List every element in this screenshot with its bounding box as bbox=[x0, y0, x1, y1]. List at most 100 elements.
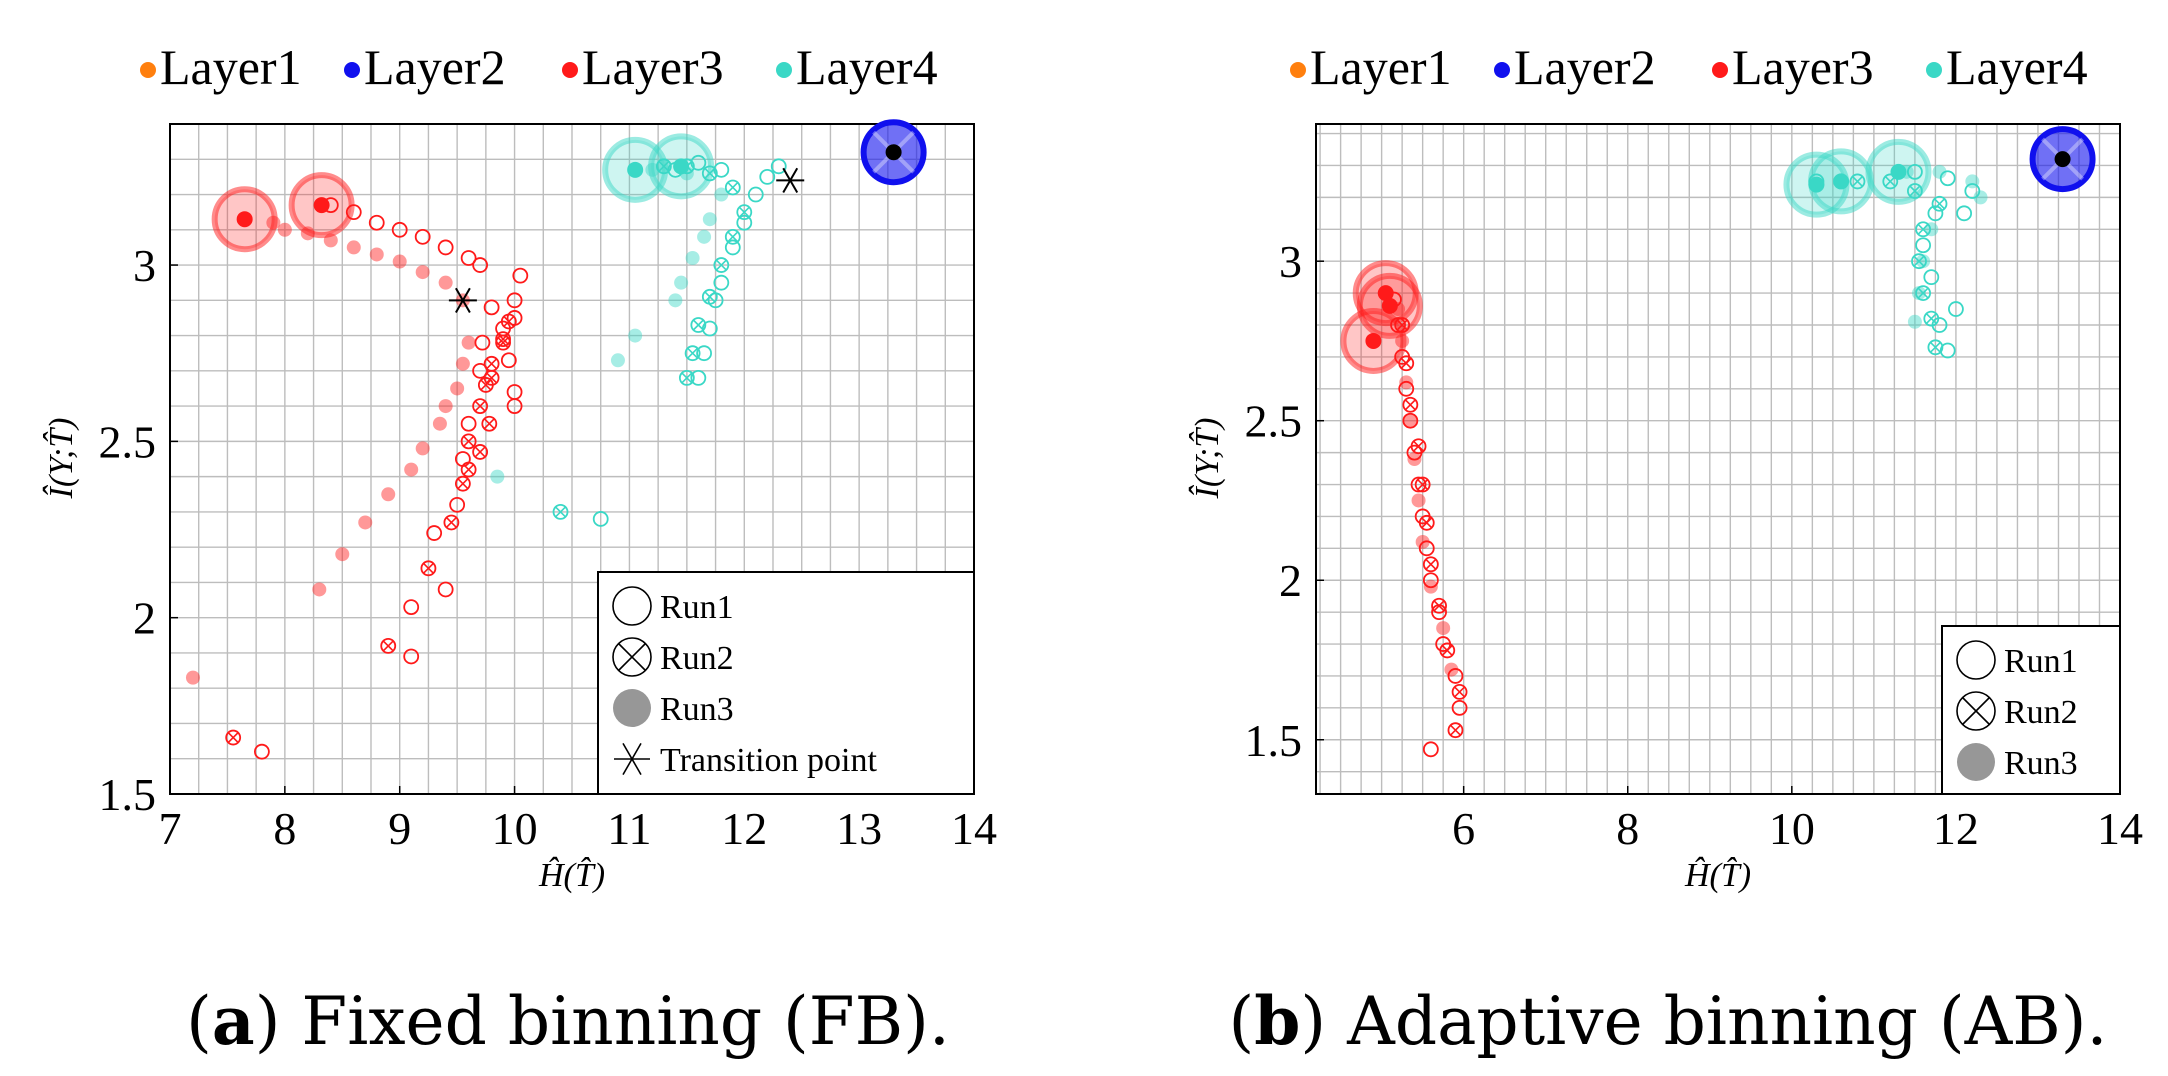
x-tick-label: 8 bbox=[1616, 803, 1639, 854]
run2-cross bbox=[480, 379, 492, 391]
y-tick-label: 2.5 bbox=[99, 416, 157, 467]
legend-dot-layer2 bbox=[344, 62, 360, 78]
point-layer4-run3 bbox=[1973, 190, 1988, 205]
run2-ring bbox=[690, 317, 707, 333]
point-layer3-run1 bbox=[1447, 668, 1464, 684]
legend-dot-layer4 bbox=[776, 62, 792, 78]
panel-b: Layer1 Layer2 Layer3 Layer4 6 8 10 12 14 1.5 2 2.5… bbox=[1188, 39, 2143, 1060]
point-layer4-run3 bbox=[1907, 314, 1922, 329]
point-layer3-run2 bbox=[1422, 556, 1439, 573]
point-layer3-run2 bbox=[495, 331, 511, 348]
point-layer4-run2 bbox=[1927, 339, 1944, 356]
point-layer3-run1 bbox=[368, 214, 385, 231]
layer2-center bbox=[885, 144, 902, 161]
plot-frame-a bbox=[169, 123, 975, 795]
point-layer4-run3 bbox=[685, 251, 700, 265]
run2-ring bbox=[1402, 396, 1419, 413]
run2-ring bbox=[678, 369, 695, 386]
run2-cross bbox=[727, 231, 739, 243]
point-layer4-run1 bbox=[1927, 205, 1944, 222]
run2-cross bbox=[687, 347, 699, 359]
run2-cross bbox=[1400, 357, 1412, 369]
point-layer3-run1 bbox=[426, 525, 443, 541]
point-layer3-run2 bbox=[495, 334, 511, 351]
y-tick-label: 3 bbox=[133, 240, 156, 291]
legend-dot-layer4 bbox=[1926, 62, 1942, 78]
point-layer4-run3 bbox=[628, 328, 643, 343]
run2-ring bbox=[736, 204, 753, 221]
transition-point bbox=[776, 167, 805, 194]
x-tick-label: 9 bbox=[388, 803, 411, 854]
run2-cross bbox=[486, 372, 498, 384]
marker-legend-run2-cross bbox=[1962, 697, 1990, 725]
y-axis-label-a: Î(Y;T̂) bbox=[42, 418, 80, 500]
run2-ring bbox=[500, 313, 517, 330]
caption-b-text: Adaptive binning (AB). bbox=[1326, 983, 2107, 1060]
marker-legend-label: Run1 bbox=[660, 589, 734, 626]
y-tick-label: 2 bbox=[133, 593, 156, 644]
point-layer3-run2 bbox=[454, 475, 471, 492]
legend-label-layer1: Layer1 bbox=[160, 39, 302, 95]
point-layer4-run2 bbox=[684, 345, 701, 362]
marker-legend-label: Run1 bbox=[2004, 643, 2078, 680]
run2-cross bbox=[554, 506, 567, 518]
point-layer4-run2 bbox=[701, 288, 718, 305]
run2-ring bbox=[380, 637, 397, 654]
panel-a: Layer1 Layer2 Layer3 Layer4 7 8 9 10 11 12 13 14 1.… bbox=[42, 39, 997, 1060]
run2-ring bbox=[684, 345, 701, 362]
legend-dot-layer3 bbox=[562, 62, 578, 78]
point-layer3-run3 bbox=[461, 335, 476, 350]
point-layer4-run1 bbox=[1923, 269, 1940, 286]
run2-ring bbox=[495, 331, 511, 348]
marker-legend-label: Run3 bbox=[660, 691, 734, 728]
x-tick-label: 14 bbox=[951, 803, 997, 854]
run2-cross bbox=[1851, 175, 1864, 187]
legend-dot-layer3 bbox=[1712, 62, 1728, 78]
point-layer3-run2 bbox=[460, 433, 477, 450]
point-layer4-run3 bbox=[674, 275, 689, 290]
run2-ring bbox=[1418, 514, 1435, 531]
point-layer3-run1 bbox=[454, 451, 471, 467]
point-layer3-run1 bbox=[1422, 741, 1439, 758]
run2-cross bbox=[382, 640, 394, 652]
point-layer4-run1 bbox=[696, 345, 712, 362]
point-layer4-run3 bbox=[668, 293, 683, 308]
point-layer4-run1 bbox=[1948, 301, 1964, 317]
point-layer4-run3 bbox=[490, 469, 505, 484]
point-layer4-run1 bbox=[1956, 205, 1973, 222]
point-layer3-run1 bbox=[474, 334, 491, 351]
run2-ring bbox=[454, 475, 471, 492]
point-layer4-run1 bbox=[759, 168, 776, 185]
run2-cross bbox=[463, 435, 475, 447]
point-layer4-run1 bbox=[736, 214, 753, 231]
point-layer3-run2 bbox=[1398, 355, 1415, 372]
start-center bbox=[673, 158, 690, 175]
point-layer4-run3 bbox=[1912, 286, 1926, 301]
marker-legend-run2-symbol bbox=[1956, 691, 1996, 731]
run2-cross bbox=[692, 319, 704, 331]
y-axis-label-b: Î(Y;T̂) bbox=[1188, 418, 1226, 500]
run2-cross bbox=[1441, 644, 1453, 656]
point-layer3-run1 bbox=[1422, 572, 1439, 589]
run2-ring bbox=[1422, 556, 1439, 573]
run2-cross bbox=[422, 562, 434, 574]
point-layer3-run2 bbox=[1439, 642, 1456, 659]
marker-legend-label: Run2 bbox=[2004, 694, 2078, 731]
point-layer4-run2 bbox=[1923, 310, 1940, 327]
point-layer3-run3 bbox=[450, 381, 465, 396]
x-tick-label: 11 bbox=[607, 803, 651, 854]
point-layer4-run3 bbox=[1916, 254, 1931, 269]
y-tick-label: 1.5 bbox=[1245, 715, 1303, 766]
point-layer3-run3 bbox=[358, 515, 373, 530]
start-center bbox=[1381, 297, 1398, 314]
point-layer4-run1 bbox=[1939, 170, 1956, 187]
point-layer3-run1 bbox=[1418, 540, 1435, 557]
point-layer3-run1 bbox=[449, 496, 466, 513]
point-layer4-run1 bbox=[713, 274, 730, 291]
layer2-center bbox=[2054, 151, 2071, 168]
point-layer3-run3 bbox=[1411, 493, 1426, 508]
point-layer3-run1 bbox=[506, 398, 523, 415]
run2-cross bbox=[681, 372, 693, 384]
point-layer3-run1 bbox=[437, 239, 454, 256]
